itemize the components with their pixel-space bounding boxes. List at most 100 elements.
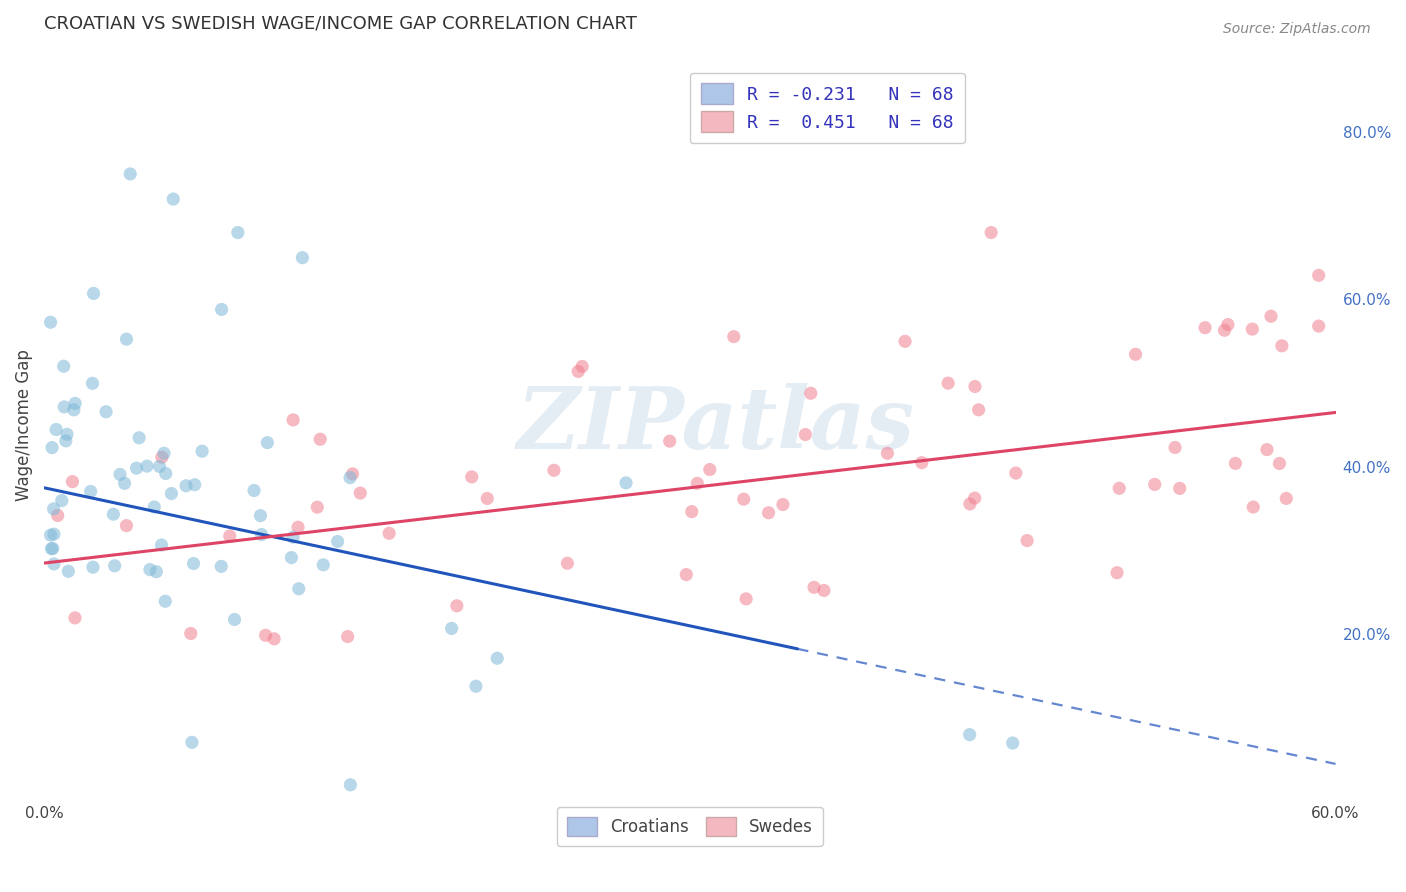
Point bbox=[723, 329, 745, 343]
Point bbox=[1308, 268, 1330, 283]
Point bbox=[1308, 319, 1330, 334]
Point bbox=[150, 538, 173, 552]
Point bbox=[51, 493, 73, 508]
Point bbox=[307, 500, 329, 515]
Point bbox=[45, 422, 67, 436]
Point bbox=[803, 580, 825, 594]
Point bbox=[936, 376, 959, 391]
Point bbox=[1241, 500, 1264, 514]
Point bbox=[218, 529, 240, 543]
Point bbox=[758, 506, 780, 520]
Point bbox=[281, 530, 304, 544]
Point bbox=[309, 432, 332, 446]
Point bbox=[675, 567, 697, 582]
Point bbox=[1271, 339, 1294, 353]
Point bbox=[56, 427, 79, 442]
Point bbox=[446, 599, 468, 613]
Point bbox=[1125, 347, 1147, 361]
Point bbox=[440, 622, 463, 636]
Point bbox=[183, 557, 205, 571]
Text: ZIPatlas: ZIPatlas bbox=[516, 384, 915, 467]
Point bbox=[155, 594, 177, 608]
Point bbox=[813, 583, 835, 598]
Point bbox=[243, 483, 266, 498]
Point bbox=[464, 679, 486, 693]
Point bbox=[181, 735, 204, 749]
Point bbox=[183, 477, 205, 491]
Point bbox=[963, 379, 986, 393]
Point bbox=[148, 459, 170, 474]
Point bbox=[160, 486, 183, 500]
Point bbox=[211, 302, 233, 317]
Point bbox=[249, 508, 271, 523]
Point bbox=[967, 402, 990, 417]
Point bbox=[55, 434, 77, 448]
Point bbox=[226, 226, 249, 240]
Point bbox=[145, 565, 167, 579]
Point bbox=[63, 402, 86, 417]
Point bbox=[104, 558, 127, 573]
Text: CROATIAN VS SWEDISH WAGE/INCOME GAP CORRELATION CHART: CROATIAN VS SWEDISH WAGE/INCOME GAP CORR… bbox=[44, 15, 637, 33]
Point bbox=[263, 632, 285, 646]
Point bbox=[336, 630, 359, 644]
Point bbox=[1213, 323, 1236, 337]
Point bbox=[339, 778, 361, 792]
Point bbox=[94, 405, 117, 419]
Point bbox=[62, 475, 84, 489]
Point bbox=[735, 591, 758, 606]
Point bbox=[1256, 442, 1278, 457]
Point bbox=[571, 359, 593, 374]
Point bbox=[115, 332, 138, 346]
Point bbox=[287, 582, 309, 596]
Point bbox=[378, 526, 401, 541]
Point bbox=[1216, 318, 1239, 332]
Point bbox=[772, 498, 794, 512]
Point bbox=[477, 491, 499, 506]
Point bbox=[150, 450, 173, 465]
Y-axis label: Wage/Income Gap: Wage/Income Gap bbox=[15, 349, 32, 501]
Point bbox=[287, 520, 309, 534]
Point bbox=[250, 527, 273, 541]
Point bbox=[557, 556, 579, 570]
Point bbox=[180, 626, 202, 640]
Point bbox=[461, 470, 484, 484]
Point bbox=[153, 446, 176, 460]
Point bbox=[543, 463, 565, 477]
Point bbox=[959, 497, 981, 511]
Point bbox=[894, 334, 917, 349]
Point bbox=[681, 505, 703, 519]
Point bbox=[103, 507, 125, 521]
Point bbox=[114, 476, 136, 491]
Point bbox=[312, 558, 335, 572]
Point bbox=[963, 491, 986, 505]
Point bbox=[1225, 456, 1247, 470]
Point bbox=[1275, 491, 1298, 506]
Point bbox=[1017, 533, 1039, 548]
Point bbox=[174, 479, 197, 493]
Point bbox=[794, 427, 817, 442]
Point bbox=[326, 534, 349, 549]
Point bbox=[281, 413, 304, 427]
Point bbox=[58, 564, 80, 578]
Point bbox=[486, 651, 509, 665]
Point bbox=[42, 557, 65, 571]
Point bbox=[1168, 482, 1191, 496]
Point bbox=[155, 467, 177, 481]
Point bbox=[342, 467, 364, 481]
Point bbox=[139, 563, 162, 577]
Point bbox=[733, 492, 755, 507]
Point bbox=[162, 192, 184, 206]
Point bbox=[39, 528, 62, 542]
Point bbox=[959, 728, 981, 742]
Point bbox=[209, 559, 232, 574]
Point bbox=[1260, 310, 1282, 324]
Point bbox=[108, 467, 131, 482]
Point bbox=[1268, 457, 1291, 471]
Legend: Croatians, Swedes: Croatians, Swedes bbox=[557, 806, 823, 846]
Point bbox=[280, 550, 302, 565]
Point bbox=[52, 359, 75, 374]
Point bbox=[1105, 566, 1128, 580]
Point bbox=[980, 226, 1002, 240]
Point bbox=[53, 400, 76, 414]
Point bbox=[136, 459, 159, 474]
